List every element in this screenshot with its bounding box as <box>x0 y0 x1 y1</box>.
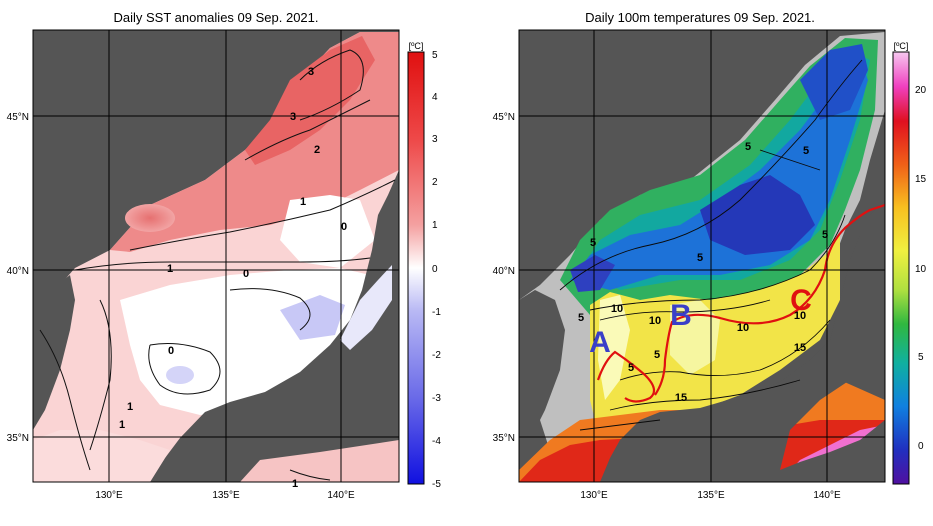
colorbar-tick: 1 <box>432 220 438 231</box>
contour-label: 0 <box>341 221 347 233</box>
contour-label: 1 <box>119 419 125 431</box>
contour-label: 10 <box>794 310 806 322</box>
contour-label: 10 <box>649 315 661 327</box>
contour-label: 5 <box>578 312 584 324</box>
contour-label: 1 <box>127 401 133 413</box>
left-warm-patch <box>125 204 175 232</box>
left-lon-labels: 130°E 135°E 140°E <box>95 490 355 501</box>
colorbar-tick: -2 <box>432 350 441 361</box>
contour-label: 3 <box>290 111 296 123</box>
colorbar-tick: -1 <box>432 307 441 318</box>
lon-label-140: 140°E <box>327 490 355 501</box>
left-contours <box>39 49 396 481</box>
lon-label-135: 135°E <box>212 490 240 501</box>
contour-label: 1 <box>300 196 306 208</box>
lat-label-35: 35°N <box>493 433 515 444</box>
contour-label: 15 <box>675 392 687 404</box>
right-colorbar <box>892 51 910 485</box>
right-colorbar-ticks: 20 15 10 5 0 <box>915 85 927 452</box>
right-lon-labels: 130°E 135°E 140°E <box>580 490 841 501</box>
contour-label: 5 <box>745 141 751 153</box>
right-colorbar-unit: [ºC] <box>894 41 909 51</box>
colorbar-tick: 0 <box>918 441 924 452</box>
left-land-korea <box>33 275 75 430</box>
right-gridlines <box>519 30 885 482</box>
lon-label-130: 130°E <box>95 490 123 501</box>
contour-label: 5 <box>590 237 596 249</box>
lat-label-40: 40°N <box>493 266 515 277</box>
left-colorbar-unit: [ºC] <box>409 41 424 51</box>
right-map-frame <box>518 29 886 483</box>
colorbar-tick: -3 <box>432 393 441 404</box>
left-colorbar-ticks: 5 4 3 2 1 0 -1 -2 -3 -4 -5 <box>432 50 441 490</box>
contour-label: 10 <box>611 303 623 315</box>
lon-label-140: 140°E <box>813 490 841 501</box>
lon-label-135: 135°E <box>697 490 725 501</box>
right-panel-title: Daily 100m temperatures 09 Sep. 2021. <box>585 10 815 25</box>
right-markers: A B C <box>589 284 812 359</box>
left-panel-title: Daily SST anomalies 09 Sep. 2021. <box>114 10 319 25</box>
left-land-japan <box>150 170 399 482</box>
right-light-warm-2 <box>670 300 720 375</box>
left-cool-patch-2 <box>166 366 194 384</box>
left-cool-patch <box>280 295 345 340</box>
lon-label-130: 130°E <box>580 490 608 501</box>
left-hot-core <box>245 36 375 165</box>
left-neutral-north <box>280 195 375 268</box>
colorbar-tick: 5 <box>918 352 924 363</box>
right-coldest-zone <box>700 175 815 255</box>
colorbar-tick: -5 <box>432 479 441 490</box>
contour-label: 1 <box>292 478 298 490</box>
lat-label-40: 40°N <box>7 266 29 277</box>
contour-label: 0 <box>168 345 174 357</box>
contour-label: 3 <box>308 66 314 78</box>
colorbar-tick: 3 <box>432 134 438 145</box>
contour-label: 10 <box>737 322 749 334</box>
contour-label: 5 <box>628 362 634 374</box>
lat-label-45: 45°N <box>493 112 515 123</box>
right-land-korea <box>519 290 565 455</box>
contour-label: 5 <box>654 349 660 361</box>
right-light-warm <box>598 295 630 400</box>
colorbar-tick: 5 <box>432 50 438 61</box>
contour-label: 2 <box>314 144 320 156</box>
right-lat-labels: 45°N 40°N 35°N <box>493 112 515 444</box>
marker-b: B <box>670 299 692 332</box>
right-front-line <box>596 203 885 403</box>
contour-label: 5 <box>697 252 703 264</box>
contour-label: 15 <box>794 342 806 354</box>
contour-label: 5 <box>803 145 809 157</box>
lat-label-35: 35°N <box>7 433 29 444</box>
marker-a: A <box>589 326 611 359</box>
colorbar-tick: 0 <box>432 264 438 275</box>
left-map <box>33 30 399 482</box>
right-contour-labels: 5 5 5 5 5 5 10 10 10 10 5 5 15 15 <box>578 141 828 404</box>
right-land-japan <box>600 200 885 482</box>
right-cold-west <box>570 255 615 292</box>
right-cold-north <box>800 44 868 120</box>
left-lat-labels: 45°N 40°N 35°N <box>7 112 29 444</box>
contour-label: 5 <box>822 229 828 241</box>
marker-c: C <box>790 284 812 317</box>
contour-label: 0 <box>243 268 249 280</box>
contour-label: 1 <box>167 263 173 275</box>
colorbar-tick: -4 <box>432 436 441 447</box>
left-contour-labels: 3 3 2 1 0 1 0 0 1 1 1 <box>119 66 347 490</box>
left-map-frame <box>32 29 400 483</box>
colorbar-tick: 20 <box>915 85 927 96</box>
left-coastal-band <box>340 265 392 350</box>
left-gridlines <box>33 30 399 482</box>
left-southeast-waters <box>240 440 399 482</box>
colorbar-tick: 15 <box>915 174 927 185</box>
right-contours <box>559 59 863 431</box>
left-southern-waters <box>33 430 170 482</box>
colorbar-tick: 4 <box>432 92 438 103</box>
colorbar-tick: 10 <box>915 264 927 275</box>
colorbar-tick: 2 <box>432 177 438 188</box>
right-map <box>519 30 885 482</box>
left-colorbar <box>407 51 425 485</box>
lat-label-45: 45°N <box>7 112 29 123</box>
